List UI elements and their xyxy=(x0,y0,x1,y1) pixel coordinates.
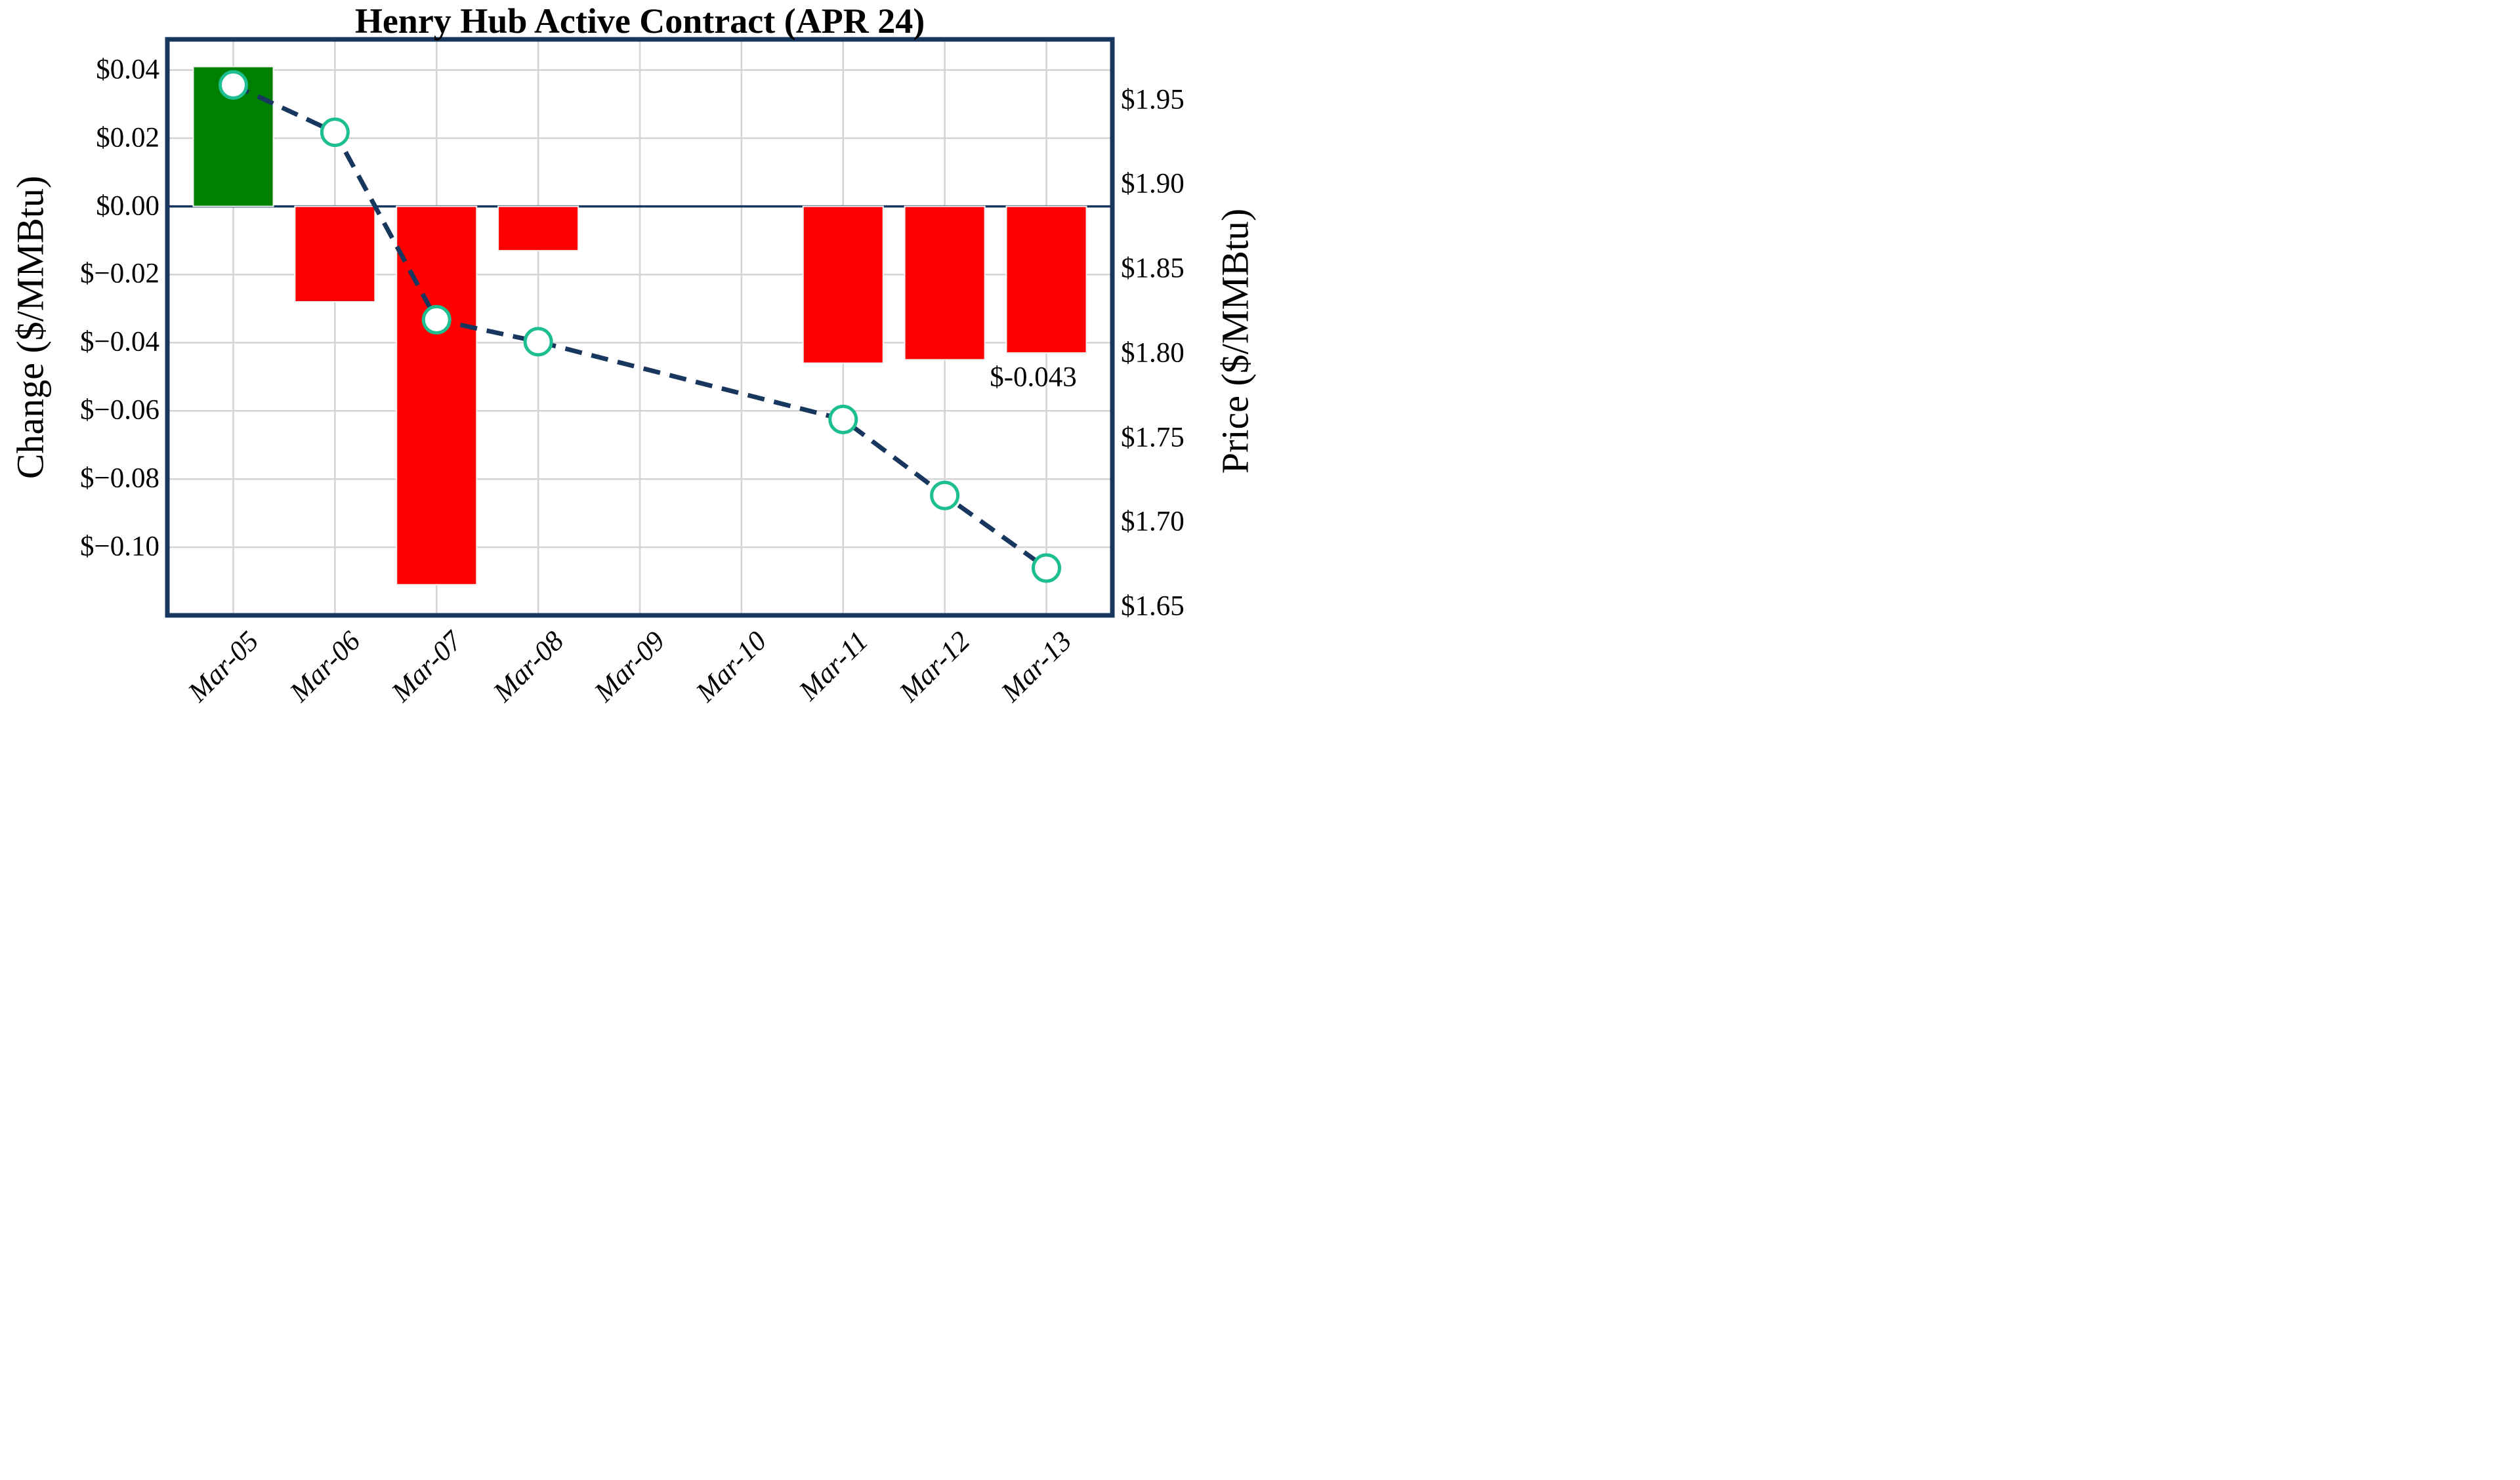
left-tick-label: $−0.08 xyxy=(79,462,159,494)
left-tick-label: $0.04 xyxy=(96,54,159,85)
price-marker xyxy=(421,304,452,335)
left-tick-label: $−0.02 xyxy=(79,258,159,290)
left-axis-label: Change ($/MMBtu) xyxy=(9,175,52,480)
price-marker xyxy=(930,480,960,510)
change-bar xyxy=(904,205,986,361)
price-marker xyxy=(219,70,248,100)
chart-figure: Henry Hub Active Contract (APR 24) Chang… xyxy=(0,0,1260,740)
right-tick-label: $1.95 xyxy=(1121,84,1185,115)
left-tick-label: $0.02 xyxy=(96,122,159,154)
price-marker xyxy=(828,404,858,434)
price-marker xyxy=(1032,553,1061,583)
left-tick-label: $−0.10 xyxy=(79,531,159,562)
change-bar xyxy=(802,205,884,364)
change-bar xyxy=(1005,205,1087,354)
bar-value-annotation: $-0.043 xyxy=(990,361,1077,393)
change-bar xyxy=(396,205,478,586)
right-tick-label: $1.75 xyxy=(1121,422,1185,453)
right-tick-label: $1.80 xyxy=(1121,337,1185,369)
chart-title: Henry Hub Active Contract (APR 24) xyxy=(354,1,925,41)
right-tick-label: $1.70 xyxy=(1121,506,1185,538)
change-bar xyxy=(497,205,579,252)
left-tick-label: $−0.04 xyxy=(79,327,159,358)
left-tick-label: $0.00 xyxy=(96,190,159,222)
right-tick-label: $1.65 xyxy=(1121,590,1185,622)
left-tick-label: $−0.06 xyxy=(79,394,159,426)
plot-border xyxy=(165,37,1115,618)
right-tick-label: $1.90 xyxy=(1121,169,1185,200)
price-marker xyxy=(320,117,350,148)
right-axis-label: Price ($/MMBtu) xyxy=(1213,208,1257,474)
plot-area xyxy=(165,37,1115,618)
change-bar xyxy=(294,205,376,303)
right-tick-label: $1.85 xyxy=(1121,253,1185,284)
price-marker xyxy=(523,327,553,357)
